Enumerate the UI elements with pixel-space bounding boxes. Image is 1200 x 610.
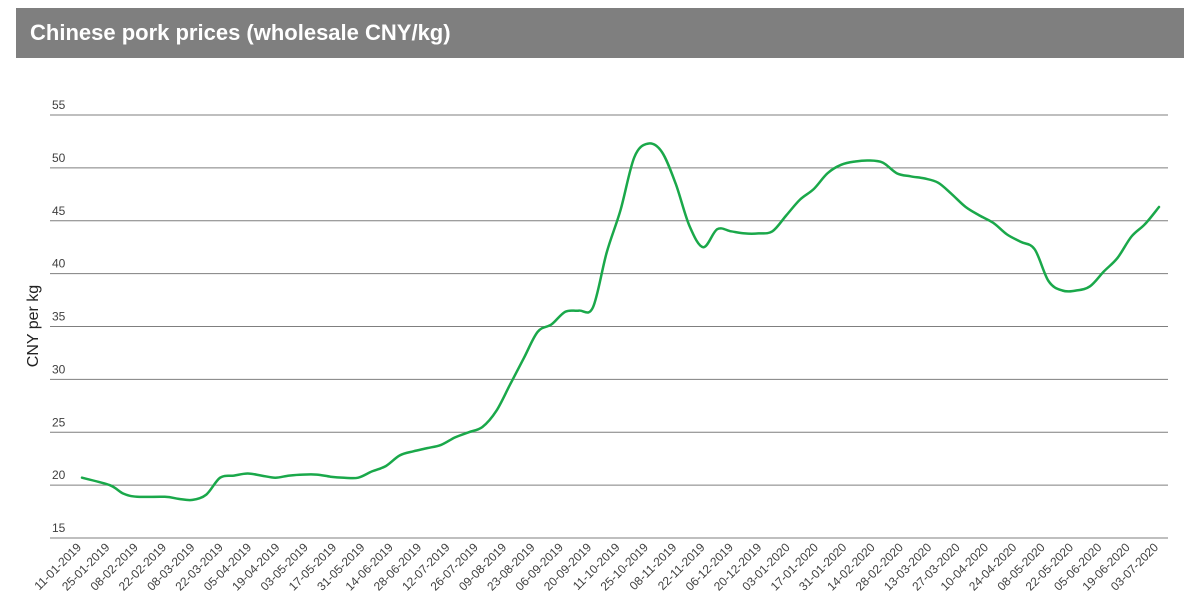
y-axis-ticks: 15 20 25 30 35 40 45 50 55 bbox=[52, 98, 66, 535]
chart-title-bar: Chinese pork prices (wholesale CNY/kg) bbox=[16, 8, 1184, 58]
y-tick-label: 40 bbox=[52, 257, 66, 271]
y-axis-title: CNY per kg bbox=[25, 285, 42, 367]
y-tick-label: 15 bbox=[52, 521, 66, 535]
y-tick-label: 45 bbox=[52, 204, 66, 218]
y-tick-label: 50 bbox=[52, 151, 66, 165]
x-axis-ticks: 11-01-201925-01-201908-02-201922-02-2019… bbox=[31, 540, 1161, 594]
series-line bbox=[80, 142, 1161, 502]
y-tick-label: 55 bbox=[52, 98, 66, 112]
y-tick-label: 35 bbox=[52, 310, 66, 324]
y-tick-label: 30 bbox=[52, 362, 66, 376]
grid-lines bbox=[50, 114, 1168, 539]
y-tick-label: 25 bbox=[52, 415, 66, 429]
y-tick-label: 20 bbox=[52, 468, 66, 482]
chart-title: Chinese pork prices (wholesale CNY/kg) bbox=[30, 20, 451, 45]
